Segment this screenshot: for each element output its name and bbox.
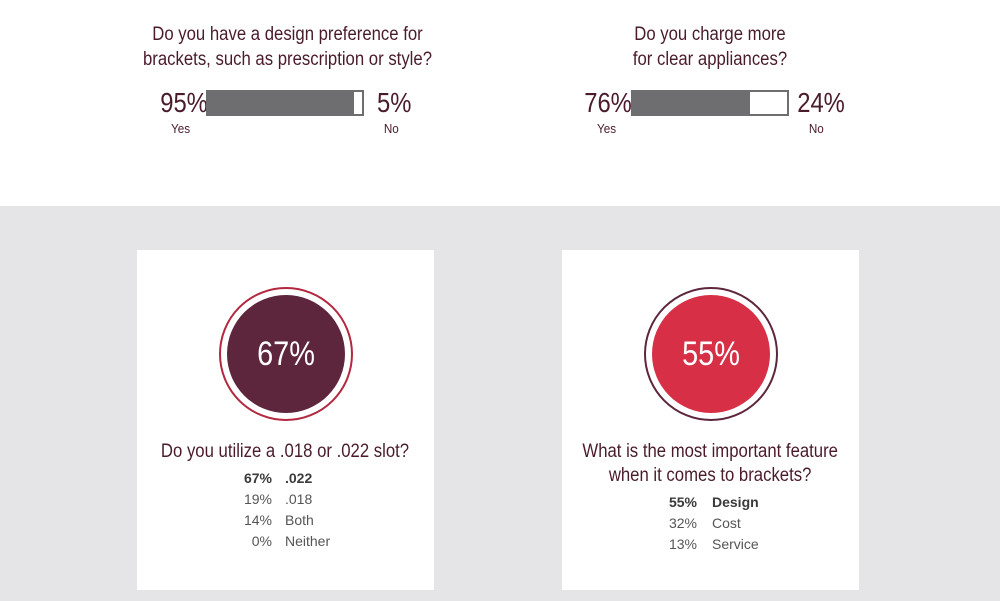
c1-rows: 67% .022 19% .018 14% Both 0% Neither xyxy=(137,470,434,554)
c1-row: 67% .022 xyxy=(137,470,434,491)
q2-question: Do you charge more for clear appliances? xyxy=(604,22,815,72)
c1-disc: 67% xyxy=(227,295,345,413)
c1-question: Do you utilize a .018 or .022 slot? xyxy=(137,440,434,464)
top-section: Do you have a design preference for brac… xyxy=(0,0,1000,206)
q2-no-pct: 24% xyxy=(797,87,845,118)
c2-disc: 55% xyxy=(652,295,770,413)
card-slot: 67% Do you utilize a .018 or .022 slot? … xyxy=(137,250,434,590)
c2-circle-value: 55% xyxy=(682,334,740,373)
c1-row-pct: 0% xyxy=(251,533,272,549)
q2-bar-fill xyxy=(633,92,751,114)
q2-question-line1: Do you charge more xyxy=(634,24,786,45)
c2-row-pct: 32% xyxy=(668,515,697,531)
c2-row-label: Service xyxy=(712,536,759,552)
c2-question-line2: when it comes to brackets? xyxy=(609,465,812,486)
q1-question-line1: Do you have a design preference for xyxy=(152,24,423,45)
card-feature: 55% What is the most important feature w… xyxy=(562,250,859,590)
c1-row-label: Neither xyxy=(285,533,331,549)
c2-row: 13% Service xyxy=(562,536,859,557)
bottom-section: 67% Do you utilize a .018 or .022 slot? … xyxy=(0,206,1000,601)
c2-row-pct: 13% xyxy=(668,536,697,552)
q2-question-line2: for clear appliances? xyxy=(632,49,788,70)
c2-row: 55% Design xyxy=(562,494,859,515)
c1-row-pct: 14% xyxy=(243,512,272,528)
q1-no-label: No xyxy=(383,121,399,136)
c2-question-line1: What is the most important feature xyxy=(582,441,839,462)
c1-row-pct: 67% xyxy=(243,470,272,486)
c2-rows: 55% Design 32% Cost 13% Service xyxy=(562,494,859,557)
q1-no-pct: 5% xyxy=(377,87,412,118)
c1-row-label: .022 xyxy=(285,470,313,486)
q1-yes-pct: 95% xyxy=(160,87,208,118)
q1-yes-label: Yes xyxy=(171,121,191,136)
c1-ring: 67% xyxy=(219,287,353,421)
q2-yes-label: Yes xyxy=(597,121,617,136)
c2-ring: 55% xyxy=(644,287,778,421)
c1-row: 19% .018 xyxy=(137,491,434,512)
q2-no-label: No xyxy=(808,121,824,136)
c1-row-label: Both xyxy=(285,512,314,528)
q1-question-line2: brackets, such as prescription or style? xyxy=(142,49,432,70)
q2-bar-track xyxy=(631,90,789,116)
q1-question: Do you have a design preference for brac… xyxy=(140,22,435,72)
c2-row: 32% Cost xyxy=(562,515,859,536)
c2-question: What is the most important feature when … xyxy=(562,440,859,488)
c1-row: 0% Neither xyxy=(137,533,434,554)
c2-row-pct: 55% xyxy=(668,494,697,510)
c1-row-pct: 19% xyxy=(243,491,272,507)
c1-circle-value: 67% xyxy=(257,334,315,373)
c1-row-label: .018 xyxy=(285,491,313,507)
q1-bar-fill xyxy=(208,92,355,114)
c2-row-label: Design xyxy=(712,494,759,510)
c2-row-label: Cost xyxy=(712,515,741,531)
q1-bar-track xyxy=(206,90,364,116)
c1-question-text: Do you utilize a .018 or .022 slot? xyxy=(161,441,410,462)
c1-row: 14% Both xyxy=(137,512,434,533)
q2-yes-pct: 76% xyxy=(584,87,632,118)
